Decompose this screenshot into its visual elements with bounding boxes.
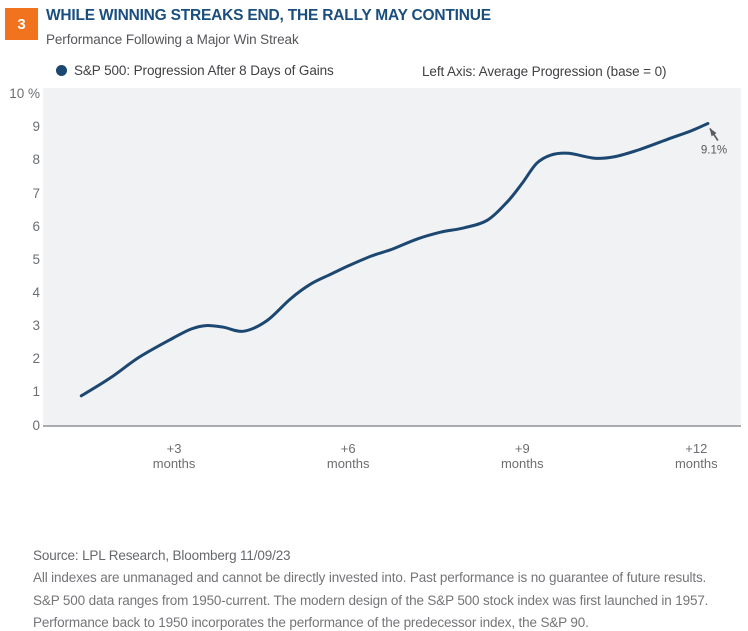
x-tick-line1: +6 xyxy=(340,441,356,456)
x-tick-line1: +3 xyxy=(166,441,182,456)
y-axis: 10 % 9 8 7 6 5 4 3 2 1 0 xyxy=(0,86,40,432)
y-tick-label: 10 % xyxy=(9,86,40,102)
footnotes: Source: LPL Research, Bloomberg 11/09/23… xyxy=(33,545,748,631)
y-tick-label: 3 xyxy=(32,318,40,334)
y-tick-label: 1 xyxy=(32,384,40,400)
chart-title: WHILE WINNING STREAKS END, THE RALLY MAY… xyxy=(46,7,491,24)
x-tick-line2: months xyxy=(674,456,718,471)
line-chart: 9.1% xyxy=(79,122,727,398)
y-tick-label: 0 xyxy=(32,417,40,433)
y-tick-label: 9 xyxy=(32,119,40,135)
x-tick-label: +12 months xyxy=(651,441,741,471)
legend-axis-note: Left Axis: Average Progression (base = 0… xyxy=(422,64,667,79)
x-tick-label: +3 months xyxy=(129,441,219,471)
y-tick-label: 5 xyxy=(32,251,40,267)
disclosure-line-1: All indexes are unmanaged and cannot be … xyxy=(33,570,707,586)
figure-number-badge: 3 xyxy=(5,8,38,40)
legend-series: S&P 500: Progression After 8 Days of Gai… xyxy=(56,63,334,78)
y-tick-label: 6 xyxy=(32,218,40,234)
x-tick-line2: months xyxy=(500,456,544,471)
x-tick-line2: months xyxy=(152,456,196,471)
plot-area: 9.1% xyxy=(43,88,741,427)
x-tick-line1: +12 xyxy=(685,441,708,456)
y-tick-label: 4 xyxy=(32,285,40,300)
disclosure-line-3: Performance back to 1950 incorporates th… xyxy=(33,614,589,630)
x-tick-label: +6 months xyxy=(303,441,393,471)
endpoint-value-label: 9.1% xyxy=(701,145,727,157)
disclosure-line-2: S&P 500 data ranges from 1950-current. T… xyxy=(33,592,709,608)
x-tick-line1: +9 xyxy=(514,441,530,456)
x-tick-line2: months xyxy=(326,456,370,471)
y-tick-label: 7 xyxy=(32,185,40,201)
y-tick-label: 8 xyxy=(32,152,40,168)
annotation-arrow-icon xyxy=(709,128,719,141)
source-line: Source: LPL Research, Bloomberg 11/09/23 xyxy=(33,548,291,563)
legend-series-label: S&P 500: Progression After 8 Days of Gai… xyxy=(74,63,334,78)
x-tick-label: +9 months xyxy=(477,441,567,471)
chart-subtitle: Performance Following a Major Win Streak xyxy=(46,32,299,47)
series-marker-icon xyxy=(56,65,67,76)
x-axis: +3 months +6 months +9 months +12 months xyxy=(0,441,748,477)
sp500-progression-line xyxy=(79,122,710,398)
y-tick-label: 2 xyxy=(32,351,40,367)
